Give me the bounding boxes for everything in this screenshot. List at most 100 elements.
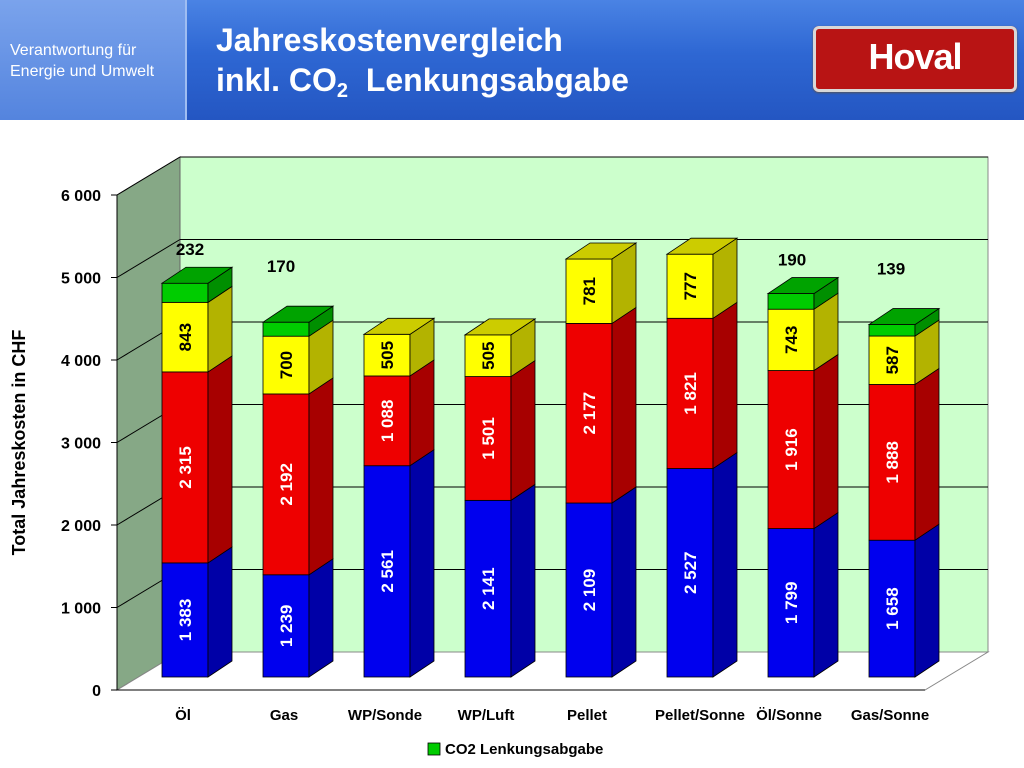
chart-floor [115,651,990,691]
bar-segment [868,335,916,385]
y-tick-label: 2 000 [61,518,101,535]
bar-top-face [160,266,234,284]
bar-segment-side [308,558,334,678]
bar-stack-2: 2 561 1 088 505 [362,317,436,678]
bar-value-label: 2 141 [479,567,498,610]
bar-value-label: 2 177 [580,392,599,435]
bar-segment [666,317,714,469]
bar-value-label: 1 088 [378,400,397,443]
x-category-label: Öl [175,707,191,724]
bar-value-label: 1 916 [782,428,801,471]
bar-stack-3: 2 141 1 501 505 [463,318,537,678]
legend: CO2 Lenkungsabgabe [427,741,603,758]
bar-value-label: 843 [176,323,195,351]
y-tick-label: 3 000 [61,436,101,453]
bar-value-label: 777 [681,272,700,300]
bar-stack-4: 2 109 2 177 781 [564,242,638,678]
title-line-2-prefix: inkl. CO [216,62,337,98]
bar-value-label: 2 527 [681,551,700,594]
bar-segment [363,333,411,377]
bar-top-face [867,308,941,325]
bar-segment [868,384,916,541]
bar-segment [262,321,310,337]
bar-segment-side [611,486,637,678]
bar-top-face [362,317,436,335]
bar-value-label: 1 821 [681,372,700,415]
x-category-label: Pellet [567,707,607,724]
y-axis-title: Total Jahreskosten in CHF [9,330,29,556]
x-category-label: Pellet/Sonne [655,707,745,724]
slide-header: Verantwortung für Energie und Umwelt Jah… [0,0,1024,120]
bar-segment-side [510,483,536,678]
bar-segment-side [813,511,839,678]
bar-segment [262,574,310,678]
bar-segment-side [611,306,637,504]
bar-segment-side [712,451,738,678]
bar-value-label: 1 383 [176,599,195,642]
bar-top-face [766,277,840,294]
bar-segment-side [409,359,435,467]
legend-swatch-co2 [427,742,441,756]
hoval-logo: Hoval [813,26,1017,92]
bar-value-label: 1 658 [883,587,902,630]
y-tick-label: 5 000 [61,271,101,288]
bar-segment [565,258,613,324]
bar-value-label: 2 192 [277,463,296,506]
x-category-label: WP/Luft [458,707,515,724]
title-line-1: Jahreskostenvergleich [216,22,563,58]
bar-segment [767,528,815,678]
bar-stack-1: 1 239 2 192 700 170 [261,257,335,678]
bar-segment [161,371,209,564]
title-line-2-suffix: Lenkungsabgabe [348,62,629,98]
bar-segment [868,324,916,337]
bar-segment [767,308,815,371]
bar-segment-side [712,301,738,470]
bar-segment-side [207,355,233,564]
bar-segment [161,301,209,373]
bar-value-label: 781 [580,277,599,305]
bar-top-face [564,242,638,260]
y-tick-label: 1 000 [61,601,101,618]
co2-value-label: 139 [877,260,905,279]
bar-segment [565,323,613,504]
bar-stack-6: 1 799 1 916 743 190 [766,251,840,678]
bar-value-label: 2 561 [378,550,397,593]
bar-segment-side [308,377,334,576]
x-category-label: Gas [270,707,298,724]
bar-segment-side [207,546,233,678]
co2-value-label: 232 [176,240,204,259]
bar-value-label: 2 109 [580,569,599,612]
bar-value-label: 743 [782,326,801,354]
bar-top-face [261,305,335,323]
y-tick-label: 6 000 [61,188,101,205]
bar-value-label: 587 [883,346,902,374]
bar-segment-side [813,353,839,530]
bar-segment [262,393,310,576]
y-tick-label: 4 000 [61,353,101,370]
bar-stack-0: 1 383 2 315 843 232 [160,240,234,678]
bar-segment-side [914,367,940,541]
bar-segment [565,502,613,678]
y-tick-label: 0 [92,683,101,700]
gridline-side [116,156,181,196]
x-category-label: Öl/Sonne [756,707,822,724]
logo-text: Hoval [868,36,962,77]
bar-stack-5: 2 527 1 821 777 [665,237,739,678]
title-line-2: inkl. CO2 Lenkungsabgabe [216,60,629,111]
bar-value-label: 1 239 [277,605,296,648]
bar-segment-side [510,359,536,502]
bar-top-face [665,237,739,255]
tagline-box: Verantwortung für Energie und Umwelt [0,0,187,120]
bar-value-label: 2 315 [176,446,195,489]
bar-segment [363,375,411,467]
x-category-label: Gas/Sonne [851,707,929,724]
bar-segment [767,293,815,310]
title-line-2-subscript: 2 [336,80,349,102]
tagline-line-2: Energie und Umwelt [10,63,155,80]
bar-segment-side [409,448,435,678]
tagline-line-1: Verantwortung für [10,42,137,59]
bar-segment-side [914,523,940,678]
bar-segment [464,376,512,501]
bar-value-label: 1 799 [782,582,801,625]
tagline: Verantwortung für Energie und Umwelt [10,40,185,82]
